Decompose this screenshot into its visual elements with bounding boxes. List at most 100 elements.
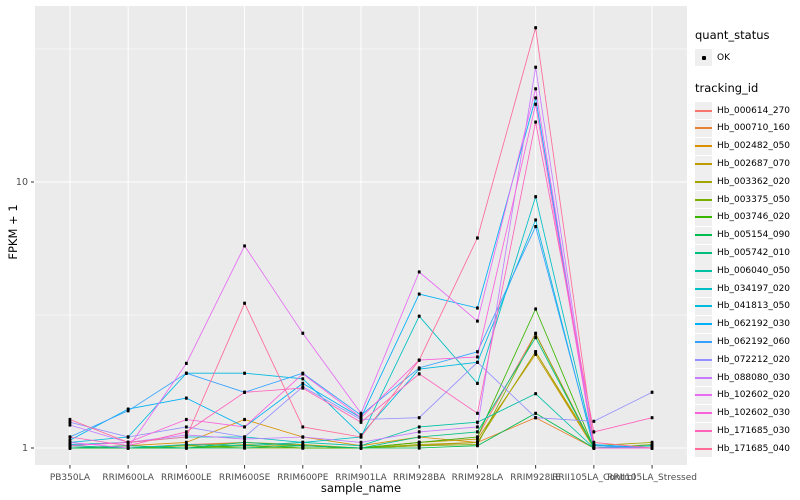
data-point xyxy=(417,440,421,444)
legend-label: Hb_171685_040 xyxy=(717,443,791,454)
data-point xyxy=(476,430,479,434)
data-point xyxy=(417,435,421,439)
x-tick-label: RRIM901LA xyxy=(335,473,387,483)
data-point xyxy=(476,444,479,448)
legend-label: Hb_102602_030 xyxy=(717,408,791,419)
data-point xyxy=(184,430,188,434)
data-point xyxy=(476,236,479,240)
data-point xyxy=(184,425,188,429)
point-marker-icon xyxy=(701,55,706,60)
x-tick-label: RRIM600LE xyxy=(161,473,212,483)
legend-label: Hb_062192_030 xyxy=(717,319,791,330)
legend-item-Hb_002482_050: Hb_002482_050 xyxy=(695,137,799,155)
data-point xyxy=(417,416,421,420)
legend-label: Hb_171685_030 xyxy=(717,426,791,437)
data-point xyxy=(417,270,421,274)
data-point xyxy=(476,435,479,439)
data-point xyxy=(243,301,246,305)
data-point xyxy=(184,371,188,375)
data-point xyxy=(534,307,538,311)
legend-item-Hb_072212_020: Hb_072212_020 xyxy=(695,351,799,369)
legend-line-swatch xyxy=(695,447,712,450)
legend-key xyxy=(695,155,712,173)
legend-line-swatch xyxy=(695,145,712,148)
x-tick-label: RRII105LA_Stressed xyxy=(607,473,697,483)
data-point xyxy=(184,396,188,400)
data-point xyxy=(476,319,479,323)
data-point xyxy=(184,442,188,447)
y-tick-label: 1 xyxy=(22,443,28,454)
legend-label: Hb_005154_090 xyxy=(717,230,791,241)
data-point xyxy=(301,435,305,439)
legend-line-swatch xyxy=(695,376,712,379)
data-point xyxy=(126,440,130,444)
legend-item-Hb_000614_270: Hb_000614_270 xyxy=(695,102,799,120)
y-tick-label: 10 xyxy=(16,177,28,188)
legend-group-quant-status: quant_status OK xyxy=(695,28,799,67)
data-point xyxy=(359,411,363,415)
data-point xyxy=(126,444,130,448)
data-point xyxy=(184,417,188,422)
legend-key xyxy=(695,386,712,404)
legend-line-swatch xyxy=(695,430,712,433)
data-point xyxy=(184,435,188,439)
legend-key xyxy=(695,404,712,422)
legend: quant_status OK tracking_id Hb_000614_27… xyxy=(695,28,799,472)
data-point xyxy=(476,381,479,385)
legend-label: Hb_000710_160 xyxy=(717,123,791,134)
data-point xyxy=(359,416,363,420)
data-point xyxy=(476,420,479,424)
data-point xyxy=(534,87,538,91)
legend-label: Hb_002482_050 xyxy=(717,141,791,152)
data-point xyxy=(359,435,363,439)
x-tick-label: PB350LA xyxy=(50,473,91,483)
data-point xyxy=(534,65,538,69)
data-point xyxy=(243,371,246,375)
data-point xyxy=(534,195,538,199)
legend-key xyxy=(695,191,712,209)
plot-area: 1 10 PB350LA RRIM600LA RRIM600LE RRIM600SE RRI… xyxy=(16,6,697,483)
legend-item-Hb_002687_070: Hb_002687_070 xyxy=(695,155,799,173)
legend-key xyxy=(695,226,712,244)
legend-label: Hb_005742_010 xyxy=(717,248,791,259)
legend-line-swatch xyxy=(695,305,712,308)
legend-line-swatch xyxy=(695,109,712,112)
data-point xyxy=(534,224,538,229)
data-point xyxy=(476,360,479,364)
x-tick-label: RRIM928BA xyxy=(393,473,446,483)
data-point xyxy=(534,120,538,124)
legend-label: Hb_034197_020 xyxy=(717,283,791,294)
legend-key xyxy=(695,440,712,458)
legend-key xyxy=(695,315,712,333)
data-point xyxy=(534,416,538,420)
data-point xyxy=(243,417,246,422)
data-point xyxy=(243,437,246,441)
data-point xyxy=(68,444,72,448)
data-point xyxy=(301,444,305,448)
x-tick-label: RRII105LA_Control xyxy=(552,473,635,483)
legend-line-swatch xyxy=(695,341,712,344)
legend-item-Hb_034197_020: Hb_034197_020 xyxy=(695,280,799,298)
legend-label: Hb_003362_020 xyxy=(717,176,791,187)
legend-item-Hb_003375_050: Hb_003375_050 xyxy=(695,191,799,209)
data-point xyxy=(534,102,538,106)
data-point xyxy=(68,423,72,427)
legend-key xyxy=(695,208,712,226)
data-point xyxy=(534,26,538,30)
legend-line-swatch xyxy=(695,323,712,326)
y-axis-title: FPKM + 1 xyxy=(6,204,20,260)
data-point xyxy=(650,416,654,420)
legend-title-tracking-id: tracking_id xyxy=(695,80,759,95)
legend-key xyxy=(695,244,712,262)
legend-line-swatch xyxy=(695,412,712,415)
data-point xyxy=(476,306,479,310)
data-point xyxy=(68,435,72,439)
legend-line-swatch xyxy=(695,198,712,201)
legend-group-tracking-id: tracking_id Hb_000614_270 Hb_000710_160 Hb… xyxy=(695,81,799,458)
legend-item-ok: OK xyxy=(695,49,799,67)
legend-key xyxy=(695,102,712,120)
legend-label: Hb_062192_060 xyxy=(717,337,791,348)
legend-label: Hb_088080_030 xyxy=(717,372,791,383)
data-point xyxy=(126,435,130,439)
x-tick-label: RRIM928LE xyxy=(510,473,561,483)
